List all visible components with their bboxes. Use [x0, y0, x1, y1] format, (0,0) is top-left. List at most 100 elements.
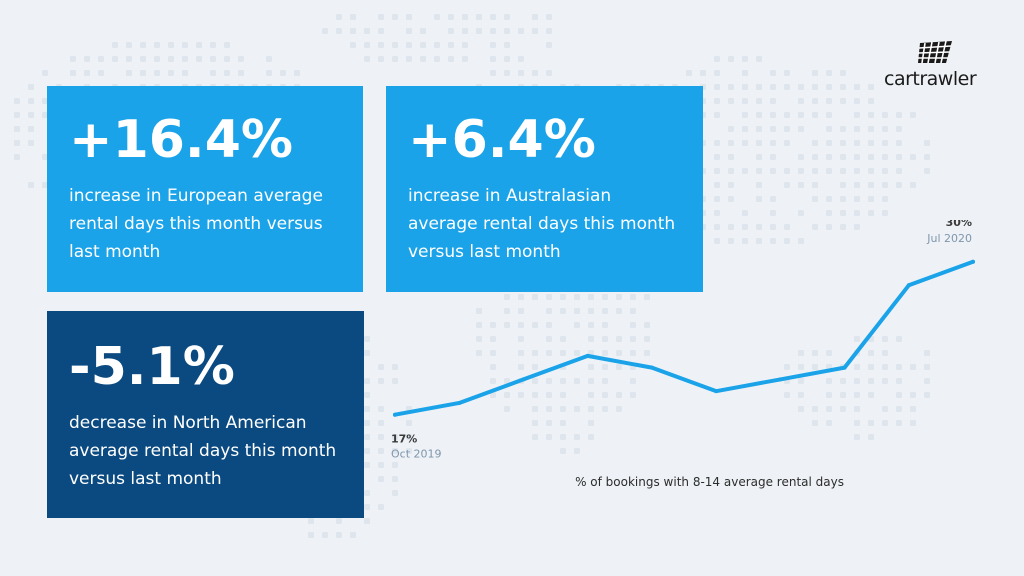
- map-dot: [826, 392, 832, 398]
- map-dot: [476, 350, 482, 356]
- map-dot: [308, 518, 314, 524]
- map-dot: [784, 84, 790, 90]
- map-dot: [770, 112, 776, 118]
- map-dot: [882, 168, 888, 174]
- map-dot: [854, 84, 860, 90]
- map-dot: [490, 42, 496, 48]
- data-point: [842, 365, 847, 370]
- map-dot: [882, 140, 888, 146]
- map-dot: [826, 210, 832, 216]
- map-dot: [798, 378, 804, 384]
- map-dot: [308, 532, 314, 538]
- map-dot: [14, 154, 20, 160]
- map-dot: [490, 28, 496, 34]
- map-dot: [182, 70, 188, 76]
- map-dot: [896, 406, 902, 412]
- map-dot: [868, 378, 874, 384]
- map-dot: [532, 70, 538, 76]
- map-dot: [798, 98, 804, 104]
- map-dot: [28, 112, 34, 118]
- map-dot: [378, 42, 384, 48]
- map-dot: [616, 336, 622, 342]
- rental-days-line-chart: 17% Oct 2019 30% Jul 2020 % of bookings with…: [391, 220, 975, 489]
- map-dot: [462, 42, 468, 48]
- map-dot: [224, 56, 230, 62]
- map-dot: [392, 56, 398, 62]
- map-dot: [742, 140, 748, 146]
- map-dot: [728, 126, 734, 132]
- map-dot: [364, 420, 370, 426]
- map-dot: [756, 154, 762, 160]
- data-point: [585, 353, 590, 358]
- data-point: [778, 377, 783, 382]
- map-dot: [756, 196, 762, 202]
- map-dot: [882, 420, 888, 426]
- map-dot: [602, 336, 608, 342]
- map-dot: [504, 56, 510, 62]
- map-dot: [630, 350, 636, 356]
- map-dot: [882, 378, 888, 384]
- map-dot: [840, 140, 846, 146]
- map-dot: [854, 406, 860, 412]
- map-dot: [364, 462, 370, 468]
- map-dot: [714, 154, 720, 160]
- map-dot: [728, 84, 734, 90]
- map-dot: [756, 238, 762, 244]
- map-dot: [392, 14, 398, 20]
- map-dot: [840, 84, 846, 90]
- map-dot: [910, 364, 916, 370]
- map-dot: [378, 504, 384, 510]
- map-dot: [392, 434, 398, 440]
- map-dot: [630, 308, 636, 314]
- map-dot: [602, 406, 608, 412]
- map-dot: [518, 28, 524, 34]
- map-dot: [714, 196, 720, 202]
- map-dot: [770, 238, 776, 244]
- map-dot: [714, 168, 720, 174]
- map-dot: [126, 42, 132, 48]
- map-dot: [168, 56, 174, 62]
- map-dot: [476, 336, 482, 342]
- map-dot: [770, 210, 776, 216]
- map-dot: [434, 56, 440, 62]
- map-dot: [784, 238, 790, 244]
- map-dot: [616, 392, 622, 398]
- map-dot: [560, 350, 566, 356]
- map-dot: [840, 378, 846, 384]
- cartrawler-logo-text: cartrawler: [884, 68, 977, 90]
- map-dot: [378, 406, 384, 412]
- map-dot: [448, 42, 454, 48]
- map-dot: [742, 98, 748, 104]
- map-dot: [574, 350, 580, 356]
- map-dot: [770, 126, 776, 132]
- map-dot: [364, 42, 370, 48]
- map-dot: [378, 378, 384, 384]
- map-dot: [854, 224, 860, 230]
- map-dot: [826, 126, 832, 132]
- map-dot: [364, 350, 370, 356]
- map-dot: [126, 56, 132, 62]
- map-dot: [518, 350, 524, 356]
- map-dot: [322, 532, 328, 538]
- map-dot: [700, 70, 706, 76]
- map-dot: [812, 154, 818, 160]
- map-dot: [798, 392, 804, 398]
- map-dot: [406, 14, 412, 20]
- north-america-stat-description: decrease in North American average renta…: [69, 413, 337, 489]
- map-dot: [910, 392, 916, 398]
- map-dot: [868, 98, 874, 104]
- map-dot: [910, 112, 916, 118]
- map-dot: [476, 28, 482, 34]
- data-point: [393, 412, 397, 417]
- map-dot: [364, 392, 370, 398]
- map-dot: [560, 406, 566, 412]
- map-dot: [770, 224, 776, 230]
- map-dot: [798, 154, 804, 160]
- map-dot: [868, 420, 874, 426]
- map-dot: [504, 322, 510, 328]
- map-dot: [336, 518, 342, 524]
- map-dot: [588, 406, 594, 412]
- map-dot: [588, 420, 594, 426]
- map-dot: [14, 98, 20, 104]
- map-dot: [560, 378, 566, 384]
